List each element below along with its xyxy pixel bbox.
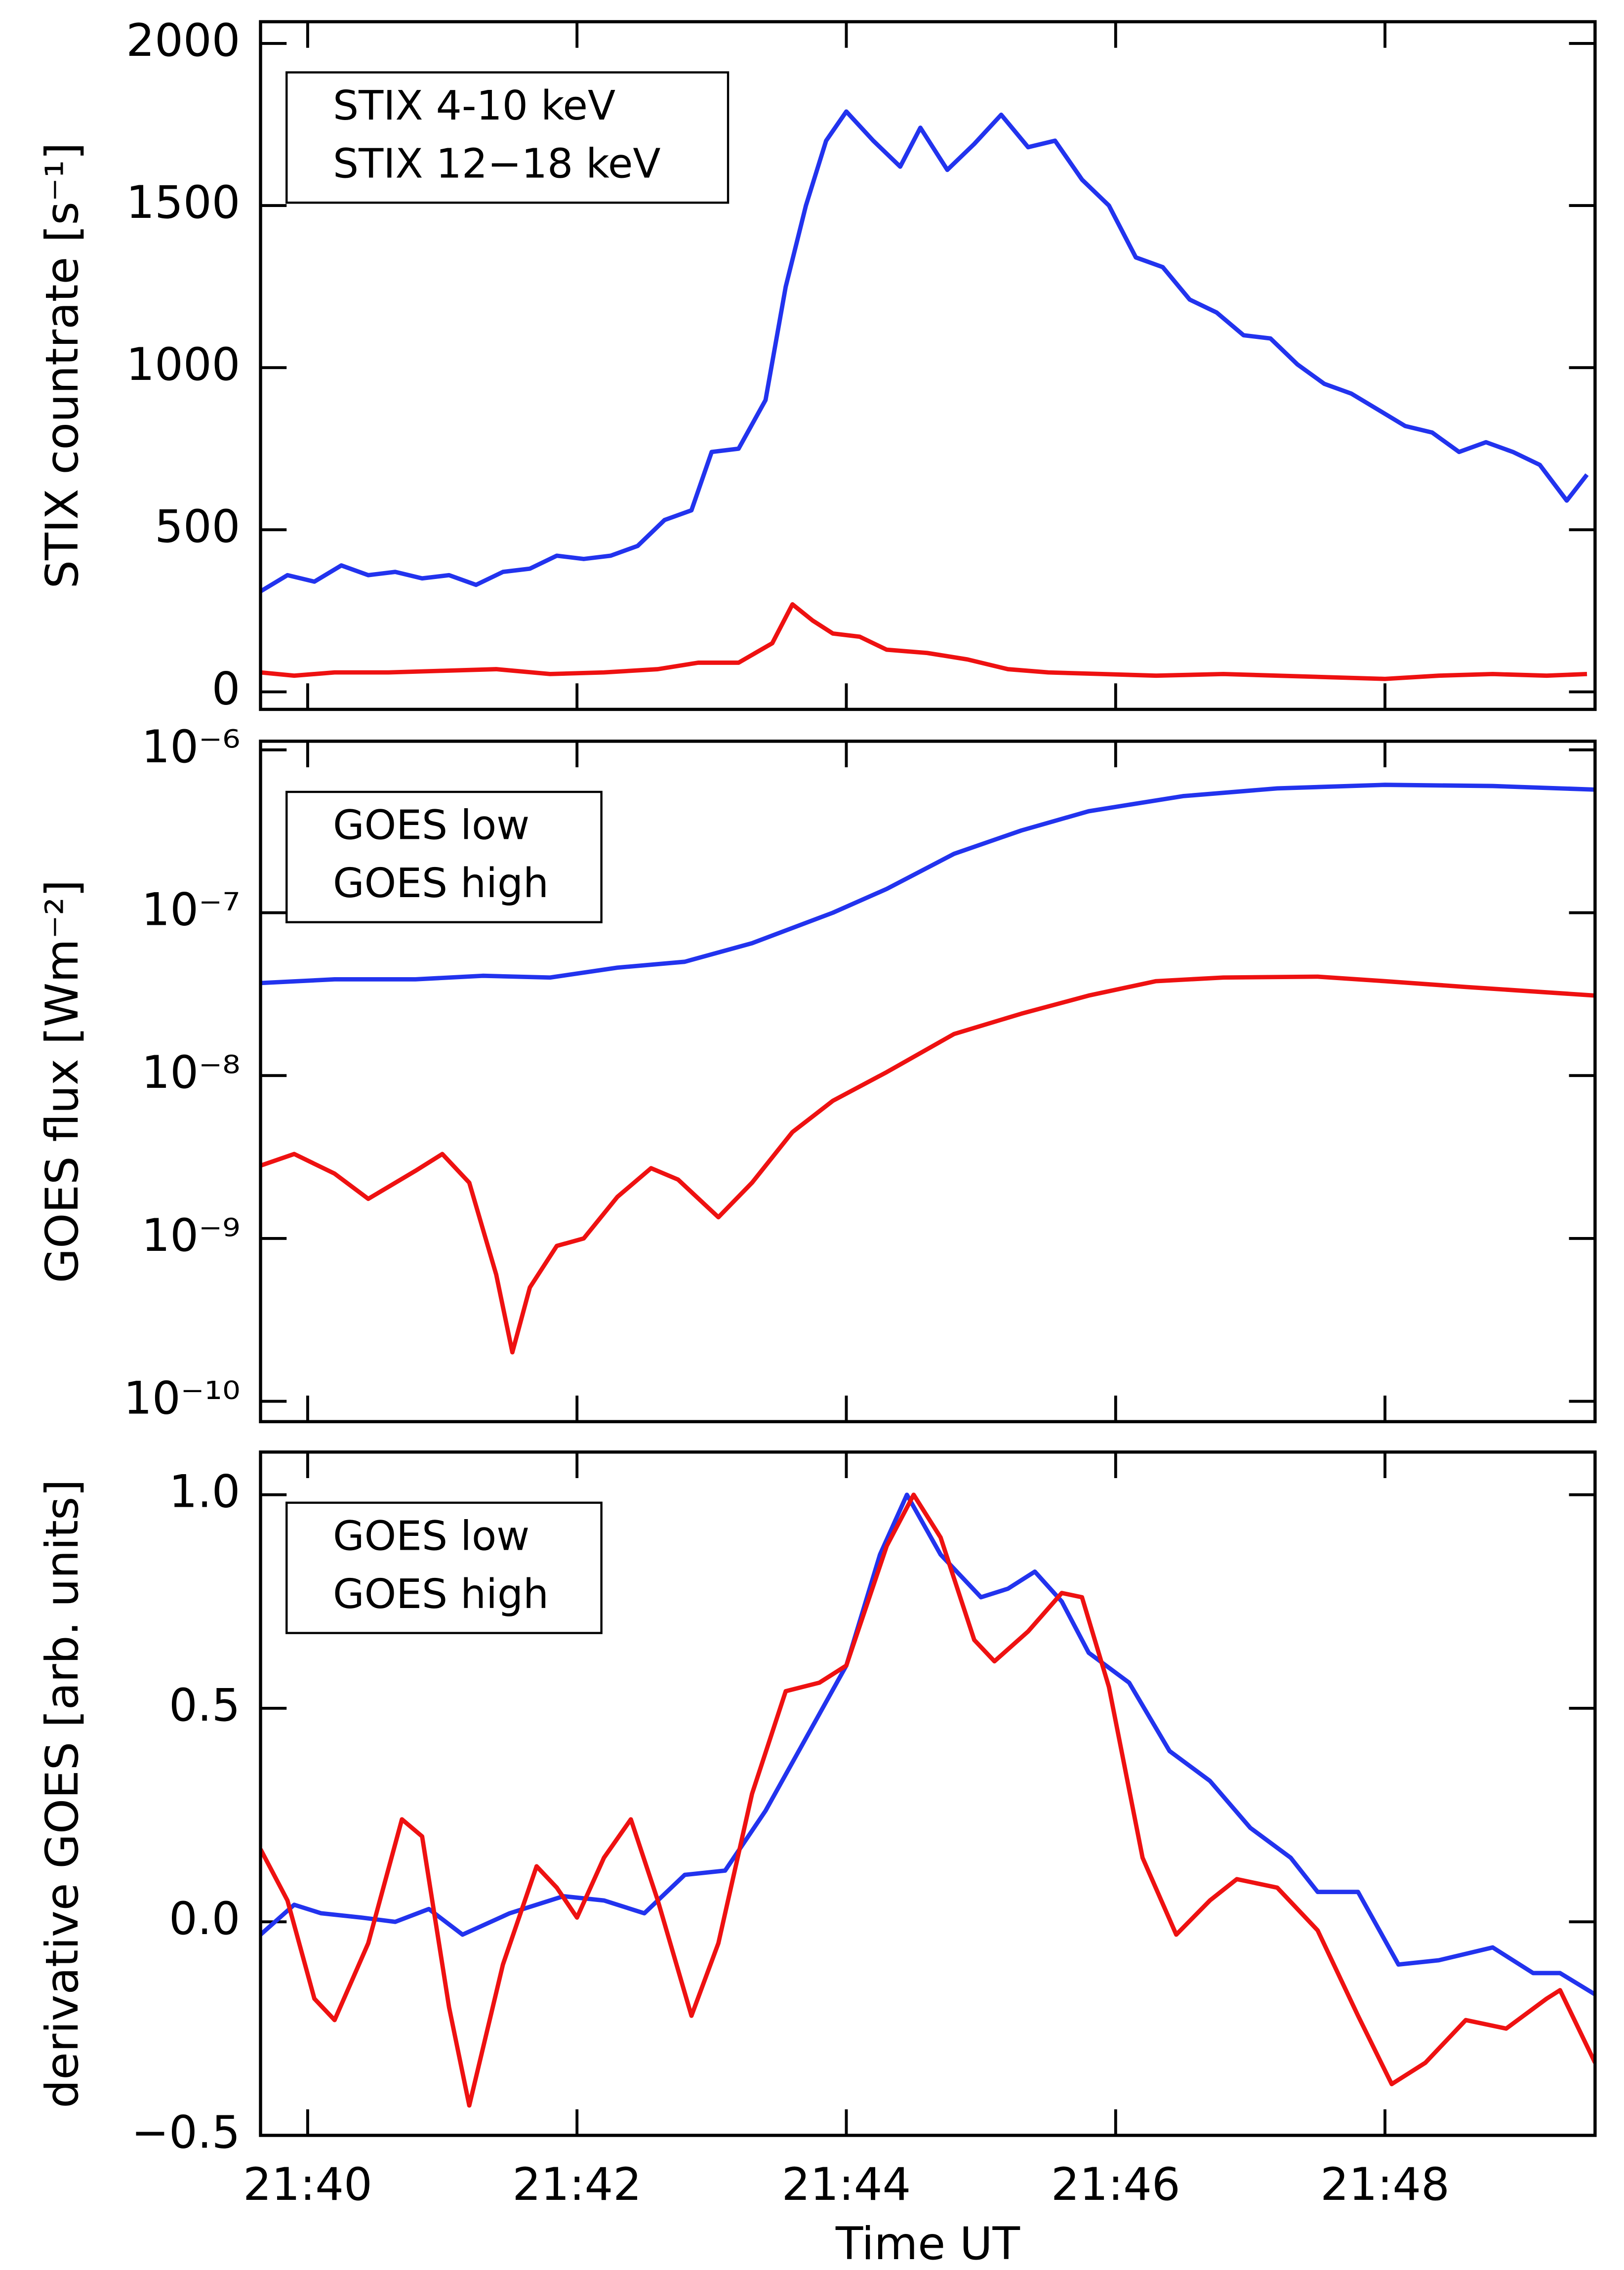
- x-tick-label: 21:42: [512, 2159, 642, 2211]
- y-axis-label: GOES flux [Wm⁻²]: [37, 880, 88, 1283]
- legend-box: [285, 1501, 603, 1634]
- y-tick-label: 10⁻⁸: [142, 1047, 241, 1099]
- legend-box: [285, 71, 730, 204]
- y-axis-label: STIX countrate [s⁻¹]: [37, 142, 88, 588]
- series-line: [260, 109, 1589, 593]
- legend-label: GOES high: [333, 860, 549, 907]
- x-tick-label: 21:46: [1051, 2159, 1180, 2211]
- plot-frame: [259, 20, 1597, 711]
- y-tick-label: 10⁻¹⁰: [123, 1372, 240, 1424]
- y-tick-label: 0.0: [169, 1893, 240, 1945]
- y-tick-label: 10⁻⁶: [142, 721, 241, 773]
- series-line: [260, 602, 1587, 681]
- legend-label: GOES high: [333, 1571, 549, 1618]
- series-line: [260, 1492, 1595, 1996]
- plot-frame: [259, 1450, 1597, 2137]
- y-tick-label: 10⁻⁹: [142, 1210, 241, 1262]
- y-tick-label: −0.5: [131, 2106, 241, 2158]
- y-tick-label: 1.0: [169, 1466, 240, 1518]
- y-tick-label: 0.5: [169, 1680, 240, 1732]
- plot-frame: [259, 740, 1597, 1423]
- x-tick-label: 21:44: [782, 2159, 911, 2211]
- legend-label: GOES low: [333, 802, 529, 849]
- y-tick-label: 2000: [126, 15, 240, 67]
- series-line: [260, 1492, 1595, 2108]
- legend-label: GOES low: [333, 1513, 529, 1560]
- x-tick-label: 21:48: [1320, 2159, 1450, 2211]
- legend-label: STIX 4-10 keV: [333, 83, 615, 129]
- legend-box: [285, 790, 603, 923]
- x-tick-label: 21:40: [243, 2159, 372, 2211]
- y-tick-label: 10⁻⁷: [142, 884, 241, 936]
- legend-label: STIX 12−18 keV: [333, 140, 661, 187]
- y-tick-label: 500: [155, 501, 240, 553]
- series-line: [260, 783, 1595, 986]
- series-line: [260, 974, 1595, 1355]
- y-tick-label: 0: [212, 663, 241, 715]
- y-tick-label: 1500: [126, 177, 240, 229]
- y-tick-label: 1000: [126, 339, 240, 391]
- y-axis-label: derivative GOES [arb. units]: [37, 1479, 88, 2108]
- x-axis-label: Time UT: [835, 2218, 1020, 2270]
